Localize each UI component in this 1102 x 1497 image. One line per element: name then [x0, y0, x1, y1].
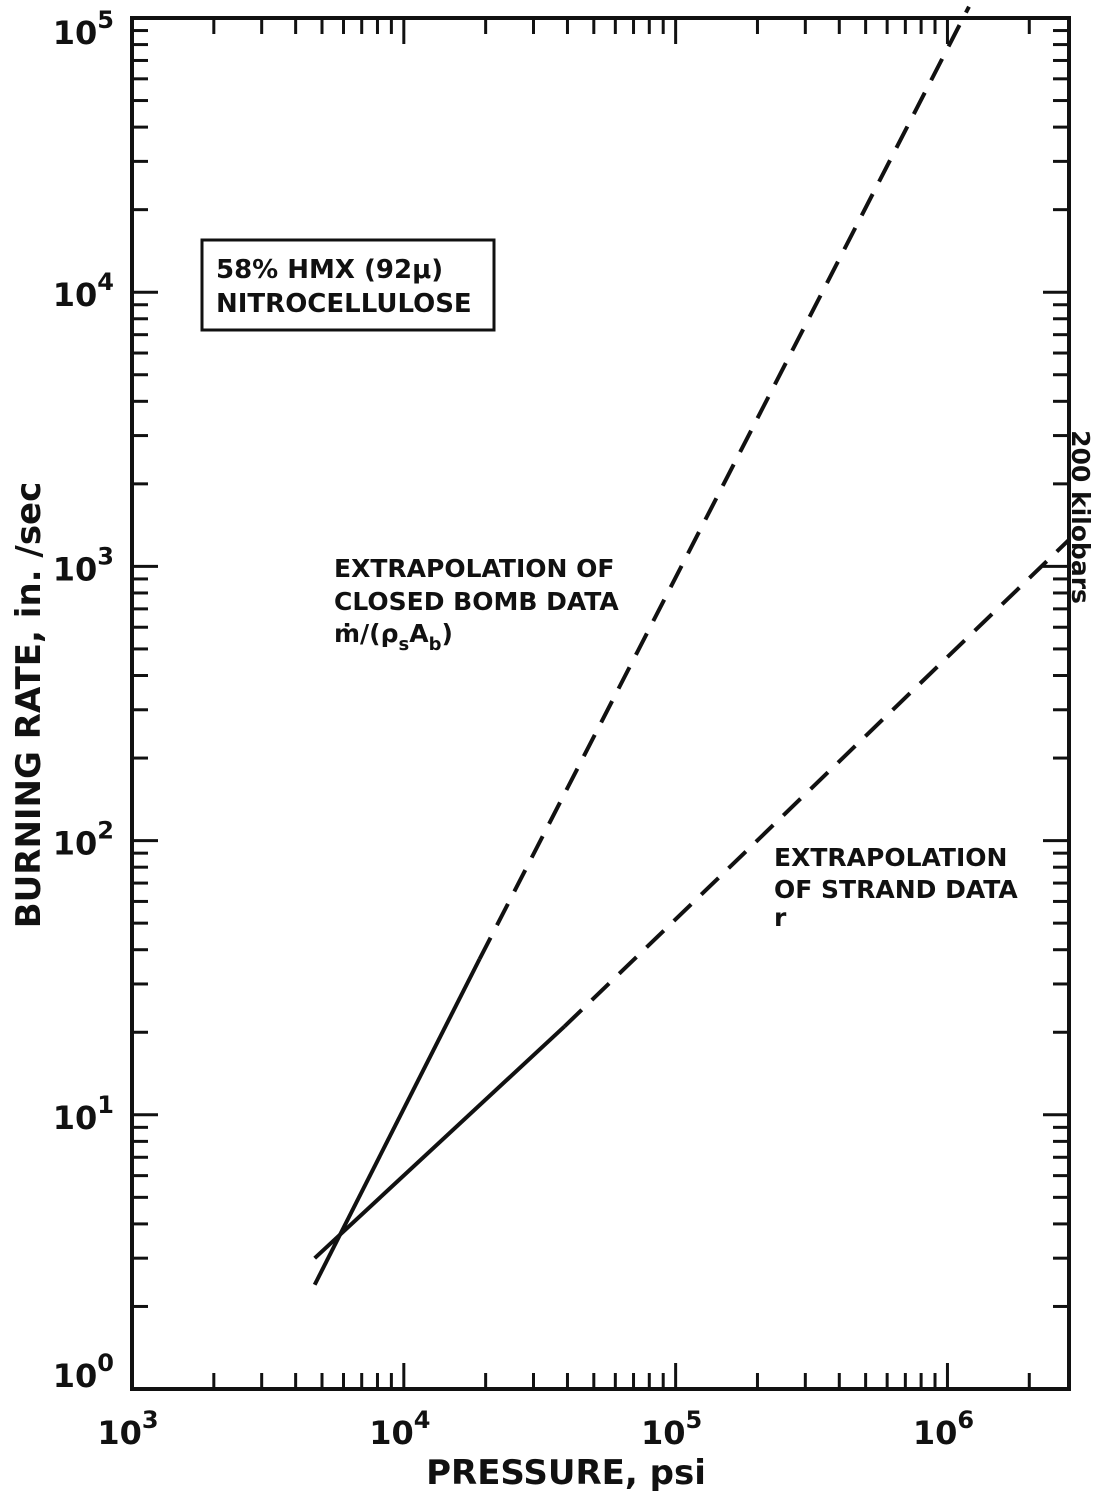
- x-tick-label: 106: [913, 1406, 974, 1452]
- series-lines: [312, 5, 1071, 1286]
- y-tick-label: 104: [53, 268, 114, 314]
- legend-line-1: 58% HMX (92μ): [216, 255, 443, 285]
- x-tick-label-exponent: 5: [686, 1406, 703, 1434]
- annotation-strand-line-2: OF STRAND DATA: [774, 875, 1018, 904]
- x-tick-label-exponent: 3: [142, 1406, 159, 1434]
- y-tick-label-base: 10: [53, 1099, 98, 1137]
- axis-ticks: [130, 16, 1069, 1391]
- formula-sub-b: b: [429, 634, 442, 655]
- annotation-closed-bomb-line-2: CLOSED BOMB DATA: [334, 587, 619, 616]
- formula-part-a: A: [409, 619, 429, 648]
- x-tick-label-base: 10: [913, 1414, 958, 1452]
- annotation-closed-bomb: EXTRAPOLATION OF CLOSED BOMB DATA ṁ/(ρsA…: [334, 554, 619, 655]
- y-tick-label-exponent: 2: [97, 817, 114, 845]
- y-tick-label: 105: [53, 6, 114, 52]
- y-tick-label: 101: [53, 1091, 114, 1137]
- y-tick-label: 102: [53, 817, 114, 863]
- x-tick-label-exponent: 4: [414, 1406, 431, 1434]
- y-tick-label-base: 10: [53, 825, 98, 863]
- x-tick-label-exponent: 6: [957, 1406, 974, 1434]
- annotation-strand-line-3: r: [774, 903, 787, 932]
- y-tick-label-exponent: 5: [97, 6, 114, 34]
- y-tick-label-base: 10: [53, 14, 98, 52]
- formula-sub-s: s: [399, 634, 410, 655]
- y-tick-label-exponent: 3: [97, 542, 114, 570]
- x-tick-label: 103: [97, 1406, 158, 1452]
- y-tick-label: 100: [53, 1349, 114, 1395]
- y-tick-label: 103: [53, 542, 114, 588]
- plot-frame: [130, 16, 1071, 1391]
- annotation-closed-bomb-formula: ṁ/(ρsAb): [334, 619, 453, 655]
- x-tick-label: 104: [369, 1406, 430, 1452]
- series-2-solid-segment: [313, 1024, 566, 1260]
- y-tick-label-exponent: 0: [97, 1349, 114, 1377]
- annotation-strand: EXTRAPOLATION OF STRAND DATA r: [774, 843, 1018, 932]
- y-tick-label-exponent: 1: [97, 1091, 114, 1119]
- formula-close: ): [441, 619, 452, 648]
- formula-part-1: ṁ/(ρ: [334, 619, 399, 648]
- series-1-dashed-segment: [477, 5, 971, 960]
- x-tick-label-base: 10: [369, 1414, 414, 1452]
- legend-frame: [200, 238, 496, 332]
- y-axis-label: BURNING RATE, in. /sec: [9, 482, 49, 929]
- x-axis-label: PRESSURE, psi: [426, 1453, 706, 1493]
- side-label-200-kilobars: 200 kilobars: [1066, 430, 1095, 604]
- x-tick-label-base: 10: [641, 1414, 686, 1452]
- annotation-strand-line-1: EXTRAPOLATION: [774, 843, 1007, 872]
- legend-line-2: NITROCELLULOSE: [216, 289, 472, 319]
- series-2-dashed-segment: [563, 538, 1071, 1028]
- annotation-closed-bomb-line-1: EXTRAPOLATION OF: [334, 554, 614, 583]
- x-tick-label: 105: [641, 1406, 702, 1452]
- y-tick-label-exponent: 4: [97, 268, 114, 296]
- legend-box: 58% HMX (92μ) NITROCELLULOSE: [200, 238, 496, 332]
- y-tick-label-base: 10: [53, 550, 98, 588]
- y-tick-label-base: 10: [53, 276, 98, 314]
- y-tick-label-base: 10: [53, 1357, 98, 1395]
- x-tick-label-base: 10: [97, 1414, 142, 1452]
